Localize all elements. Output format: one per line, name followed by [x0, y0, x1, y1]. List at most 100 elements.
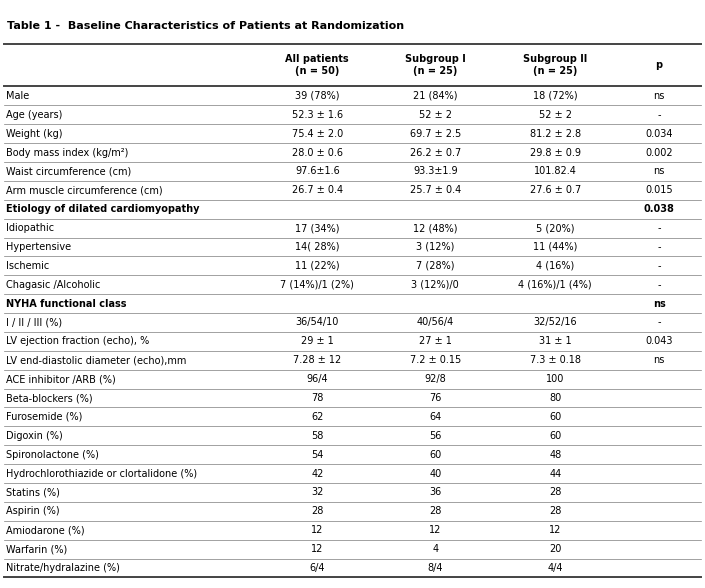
Text: 7.3 ± 0.18: 7.3 ± 0.18: [529, 355, 581, 365]
Text: 56: 56: [429, 431, 441, 441]
Text: Subgroup I
(n = 25): Subgroup I (n = 25): [405, 54, 466, 76]
Text: 8/4: 8/4: [428, 563, 443, 573]
Text: 28: 28: [429, 506, 441, 516]
Text: Nitrate/hydralazine (%): Nitrate/hydralazine (%): [6, 563, 121, 573]
Text: 69.7 ± 2.5: 69.7 ± 2.5: [410, 129, 461, 139]
Text: 0.015: 0.015: [645, 185, 673, 195]
Text: 0.002: 0.002: [645, 148, 673, 158]
Text: 25.7 ± 0.4: 25.7 ± 0.4: [410, 185, 461, 195]
Text: 36: 36: [429, 487, 441, 497]
Text: 4 (16%): 4 (16%): [536, 261, 575, 271]
Text: Waist circumference (cm): Waist circumference (cm): [6, 166, 132, 176]
Text: 12 (48%): 12 (48%): [413, 223, 458, 233]
Text: Aspirin (%): Aspirin (%): [6, 506, 60, 516]
Text: 32/52/16: 32/52/16: [534, 318, 577, 328]
Text: 29.8 ± 0.9: 29.8 ± 0.9: [529, 148, 581, 158]
Text: ns: ns: [654, 355, 665, 365]
Text: Body mass index (kg/m²): Body mass index (kg/m²): [6, 148, 129, 158]
Text: 28: 28: [549, 506, 561, 516]
Text: Amiodarone (%): Amiodarone (%): [6, 525, 85, 535]
Text: 97.6±1.6: 97.6±1.6: [295, 166, 340, 176]
Text: 11 (22%): 11 (22%): [295, 261, 340, 271]
Text: Furosemide (%): Furosemide (%): [6, 412, 82, 422]
Text: Hypertensive: Hypertensive: [6, 242, 71, 252]
Text: -: -: [658, 280, 661, 290]
Text: NYHA functional class: NYHA functional class: [6, 299, 127, 309]
Text: 4: 4: [432, 544, 439, 554]
Text: LV ejection fraction (echo), %: LV ejection fraction (echo), %: [6, 336, 149, 346]
Text: 6/4: 6/4: [309, 563, 325, 573]
Text: ACE inhibitor /ARB (%): ACE inhibitor /ARB (%): [6, 374, 116, 384]
Text: Hydrochlorothiazide or clortalidone (%): Hydrochlorothiazide or clortalidone (%): [6, 469, 197, 479]
Text: 21 (84%): 21 (84%): [413, 91, 458, 101]
Text: 12: 12: [549, 525, 561, 535]
Text: -: -: [658, 223, 661, 233]
Text: 7 (28%): 7 (28%): [416, 261, 455, 271]
Text: 27 ± 1: 27 ± 1: [419, 336, 452, 346]
Text: Male: Male: [6, 91, 30, 101]
Text: LV end-diastolic diameter (echo),mm: LV end-diastolic diameter (echo),mm: [6, 355, 187, 365]
Text: Spironolactone (%): Spironolactone (%): [6, 450, 99, 460]
Text: Age (years): Age (years): [6, 110, 63, 120]
Text: 7.2 ± 0.15: 7.2 ± 0.15: [410, 355, 461, 365]
Text: 52 ± 2: 52 ± 2: [539, 110, 572, 120]
Text: 3 (12%): 3 (12%): [416, 242, 455, 252]
Text: 12: 12: [311, 525, 324, 535]
Text: 0.034: 0.034: [645, 129, 673, 139]
Text: I / II / III (%): I / II / III (%): [6, 318, 63, 328]
Text: -: -: [658, 261, 661, 271]
Text: 40/56/4: 40/56/4: [417, 318, 454, 328]
Text: 54: 54: [311, 450, 324, 460]
Text: 7 (14%)/1 (2%): 7 (14%)/1 (2%): [281, 280, 354, 290]
Text: 96/4: 96/4: [307, 374, 328, 384]
Text: 64: 64: [429, 412, 441, 422]
Text: 20: 20: [549, 544, 561, 554]
Text: 7.28 ± 12: 7.28 ± 12: [293, 355, 341, 365]
Text: 93.3±1.9: 93.3±1.9: [413, 166, 458, 176]
Text: 60: 60: [429, 450, 441, 460]
Text: 60: 60: [549, 431, 561, 441]
Text: 76: 76: [429, 393, 441, 403]
Text: 12: 12: [429, 525, 441, 535]
Text: Statins (%): Statins (%): [6, 487, 60, 497]
Text: 26.7 ± 0.4: 26.7 ± 0.4: [292, 185, 343, 195]
Text: Chagasic /Alcoholic: Chagasic /Alcoholic: [6, 280, 101, 290]
Text: 62: 62: [311, 412, 324, 422]
Text: 14( 28%): 14( 28%): [295, 242, 340, 252]
Text: 18 (72%): 18 (72%): [533, 91, 577, 101]
Text: Arm muscle circumference (cm): Arm muscle circumference (cm): [6, 185, 163, 195]
Text: 29 ± 1: 29 ± 1: [301, 336, 333, 346]
Text: 0.043: 0.043: [645, 336, 673, 346]
Text: ns: ns: [653, 299, 666, 309]
Text: 36/54/10: 36/54/10: [295, 318, 339, 328]
Text: 75.4 ± 2.0: 75.4 ± 2.0: [292, 129, 343, 139]
Text: 26.2 ± 0.7: 26.2 ± 0.7: [410, 148, 461, 158]
Text: All patients
(n = 50): All patients (n = 50): [286, 54, 349, 76]
Text: Beta-blockers (%): Beta-blockers (%): [6, 393, 93, 403]
Text: 27.6 ± 0.7: 27.6 ± 0.7: [529, 185, 581, 195]
Text: 17 (34%): 17 (34%): [295, 223, 340, 233]
Text: 48: 48: [549, 450, 561, 460]
Text: 81.2 ± 2.8: 81.2 ± 2.8: [529, 129, 581, 139]
Text: ns: ns: [654, 91, 665, 101]
Text: 80: 80: [549, 393, 561, 403]
Text: 12: 12: [311, 544, 324, 554]
Text: Ischemic: Ischemic: [6, 261, 49, 271]
Text: Idiopathic: Idiopathic: [6, 223, 54, 233]
Text: Warfarin (%): Warfarin (%): [6, 544, 68, 554]
Text: 32: 32: [311, 487, 324, 497]
Text: Table 1 -  Baseline Characteristics of Patients at Randomization: Table 1 - Baseline Characteristics of Pa…: [7, 21, 404, 31]
Text: 100: 100: [546, 374, 565, 384]
Text: 101.82.4: 101.82.4: [534, 166, 577, 176]
Text: 3 (12%)/0: 3 (12%)/0: [412, 280, 459, 290]
Text: Subgroup II
(n = 25): Subgroup II (n = 25): [523, 54, 587, 76]
Text: 39 (78%): 39 (78%): [295, 91, 340, 101]
Text: 58: 58: [311, 431, 324, 441]
Text: p: p: [656, 60, 663, 71]
Text: 92/8: 92/8: [424, 374, 446, 384]
Text: 4 (16%)/1 (4%): 4 (16%)/1 (4%): [518, 280, 592, 290]
Text: ns: ns: [654, 166, 665, 176]
Text: 4/4: 4/4: [548, 563, 563, 573]
Text: 60: 60: [549, 412, 561, 422]
Text: -: -: [658, 242, 661, 252]
